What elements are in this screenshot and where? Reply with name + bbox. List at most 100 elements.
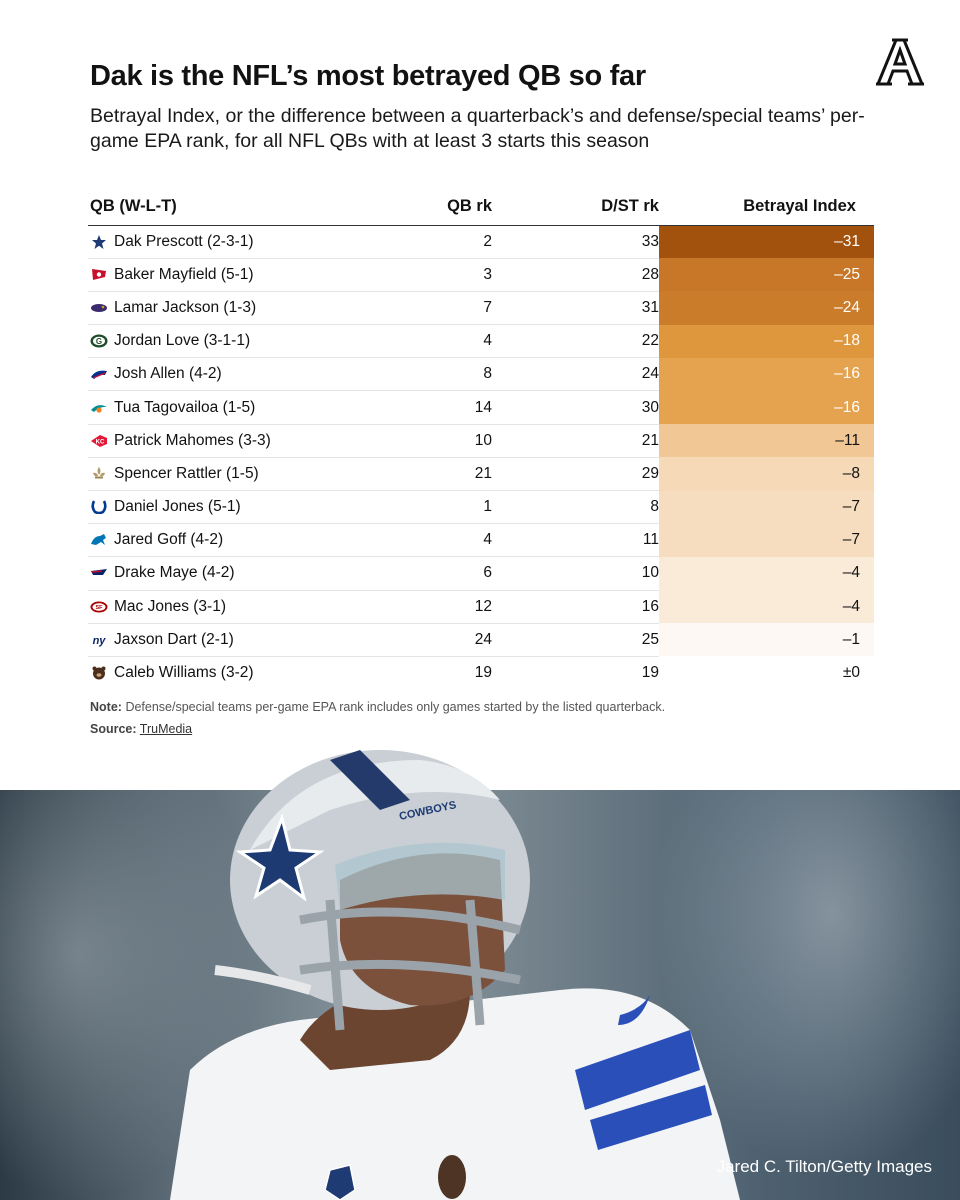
betrayal-index-cell: –25 xyxy=(659,258,874,292)
qb-name: Patrick Mahomes (3-3) xyxy=(114,431,271,449)
betrayal-index-cell: –24 xyxy=(659,291,874,325)
table-row: SF Mac Jones (3-1) 12 16 –4 xyxy=(88,590,874,624)
helmet-stripe xyxy=(330,750,410,810)
the-athletic-logo xyxy=(875,38,925,86)
qb-cell-content: SF Mac Jones (3-1) xyxy=(90,598,388,616)
dst-rank-cell: 31 xyxy=(492,291,659,326)
table-row: Baker Mayfield (5-1) 3 28 –25 xyxy=(88,258,874,292)
qb-cell: Tua Tagovailoa (1-5) xyxy=(88,390,388,425)
photo-credit: Jared C. Tilton/Getty Images xyxy=(716,1157,932,1176)
qb-cell: Dak Prescott (2-3-1) xyxy=(88,225,388,259)
qb-name: Daniel Jones (5-1) xyxy=(114,498,241,516)
qb-cell-content: Daniel Jones (5-1) xyxy=(90,498,388,516)
qb-cell-content: Spencer Rattler (1-5) xyxy=(90,465,388,483)
qb-cell-content: Lamar Jackson (1-3) xyxy=(90,299,388,317)
qb-cell: Spencer Rattler (1-5) xyxy=(88,457,388,492)
qb-cell-content: Josh Allen (4-2) xyxy=(90,365,388,383)
column-header-dst-rank: D/ST rk xyxy=(492,188,659,226)
qb-cell: Daniel Jones (5-1) xyxy=(88,490,388,525)
sleeve-stripe xyxy=(575,1030,700,1110)
table-row: Josh Allen (4-2) 8 24 –16 xyxy=(88,357,874,392)
table-row: Drake Maye (4-2) 6 10 –4 xyxy=(88,556,874,591)
dst-rank-cell: 25 xyxy=(492,623,659,657)
qb-cell: Lamar Jackson (1-3) xyxy=(88,291,388,326)
qb-cell: Drake Maye (4-2) xyxy=(88,556,388,591)
qb-cell: Josh Allen (4-2) xyxy=(88,357,388,392)
qb-rank-cell: 24 xyxy=(388,623,492,657)
dst-rank-cell: 11 xyxy=(492,523,659,558)
betrayal-index-cell: –7 xyxy=(659,490,874,524)
bears-icon xyxy=(90,666,108,680)
svg-text:G: G xyxy=(96,337,102,346)
qb-rank-cell: 2 xyxy=(388,225,492,259)
face-mask xyxy=(299,899,522,1031)
49ers-icon: SF xyxy=(90,600,108,614)
dst-rank-cell: 21 xyxy=(492,424,659,458)
betrayal-index-cell: –16 xyxy=(659,357,874,391)
svg-text:ny: ny xyxy=(93,635,107,647)
source-link[interactable]: TruMedia xyxy=(139,722,193,736)
qb-name: Caleb Williams (3-2) xyxy=(114,664,254,682)
lions-icon xyxy=(90,533,108,547)
table-row: ny Jaxson Dart (2-1) 24 25 –1 xyxy=(88,623,874,657)
qb-cell-content: Caleb Williams (3-2) xyxy=(90,664,388,682)
qb-name: Spencer Rattler (1-5) xyxy=(114,464,259,482)
qb-rank-cell: 6 xyxy=(388,556,492,591)
dst-rank-cell: 33 xyxy=(492,225,659,259)
qb-name: Mac Jones (3-1) xyxy=(114,597,226,615)
betrayal-index-cell: –7 xyxy=(659,523,874,557)
qb-name: Jared Goff (4-2) xyxy=(114,531,224,549)
svg-text:KC: KC xyxy=(96,439,105,445)
patriots-icon xyxy=(90,566,108,580)
betrayal-index-cell: –11 xyxy=(659,424,874,458)
ravens-icon xyxy=(90,301,108,315)
chart-subtitle: Betrayal Index, or the difference betwee… xyxy=(90,105,865,152)
qb-rank-cell: 14 xyxy=(388,390,492,425)
qb-cell-content: ny Jaxson Dart (2-1) xyxy=(90,631,388,649)
table-row: Caleb Williams (3-2) 19 19 ±0 xyxy=(88,656,874,690)
betrayal-index-table: QB (W-L-T) QB rk D/ST rk Betrayal Index … xyxy=(88,188,874,690)
betrayal-index-cell: –1 xyxy=(659,623,874,657)
qb-cell: SF Mac Jones (3-1) xyxy=(88,590,388,624)
table-row: Lamar Jackson (1-3) 7 31 –24 xyxy=(88,291,874,326)
table-header-row: QB (W-L-T) QB rk D/ST rk Betrayal Index xyxy=(88,188,874,226)
qb-cell-content: Dak Prescott (2-3-1) xyxy=(90,233,388,251)
bills-icon xyxy=(90,367,108,381)
qb-cell: Baker Mayfield (5-1) xyxy=(88,258,388,292)
sleeve-stripe-2 xyxy=(590,1085,712,1150)
betrayal-index-cell: –8 xyxy=(659,457,874,491)
dolphins-icon xyxy=(90,401,108,415)
dst-rank-cell: 16 xyxy=(492,590,659,624)
table-row: G Jordan Love (3-1-1) 4 22 –18 xyxy=(88,324,874,359)
nfl-shield-icon xyxy=(324,1164,356,1200)
memorial-pin xyxy=(438,1155,466,1199)
nike-swoosh-icon xyxy=(618,995,650,1025)
betrayal-index-cell: –18 xyxy=(659,324,874,358)
qb-name: Jaxson Dart (2-1) xyxy=(114,630,234,648)
dst-rank-cell: 19 xyxy=(641,664,659,682)
player-photo: COWBOYS xyxy=(170,750,740,1200)
helmet-star-icon xyxy=(235,812,325,902)
table-row: Daniel Jones (5-1) 1 8 –7 xyxy=(88,490,874,525)
column-header-betrayal-index: Betrayal Index xyxy=(659,188,874,226)
packers-g-icon: G xyxy=(90,334,108,348)
colts-horseshoe-icon xyxy=(90,500,108,515)
chiefs-arrowhead-icon: KC xyxy=(90,434,108,448)
dst-rank-cell: 24 xyxy=(492,357,659,392)
qb-cell-content: Tua Tagovailoa (1-5) xyxy=(90,399,388,417)
note: Note: Defense/special teams per-game EPA… xyxy=(90,700,665,714)
qb-cell: G Jordan Love (3-1-1) xyxy=(88,324,388,359)
table-row: Tua Tagovailoa (1-5) 14 30 –16 xyxy=(88,390,874,425)
qb-cell-content: Jared Goff (4-2) xyxy=(90,531,388,549)
qb-cell: ny Jaxson Dart (2-1) xyxy=(88,623,388,657)
qb-cell: KC Patrick Mahomes (3-3) xyxy=(88,424,388,458)
qb-cell-content: KC Patrick Mahomes (3-3) xyxy=(90,432,388,450)
qb-name: Baker Mayfield (5-1) xyxy=(114,265,254,283)
qb-rank-cell: 8 xyxy=(388,357,492,392)
svg-text:SF: SF xyxy=(95,605,103,611)
table-row: KC Patrick Mahomes (3-3) 10 21 –11 xyxy=(88,424,874,458)
qb-rank-cell: 3 xyxy=(388,258,492,292)
dst-rank-cell: 28 xyxy=(492,258,659,292)
source: Source: TruMedia xyxy=(90,722,192,736)
betrayal-index-cell: –16 xyxy=(659,390,874,425)
